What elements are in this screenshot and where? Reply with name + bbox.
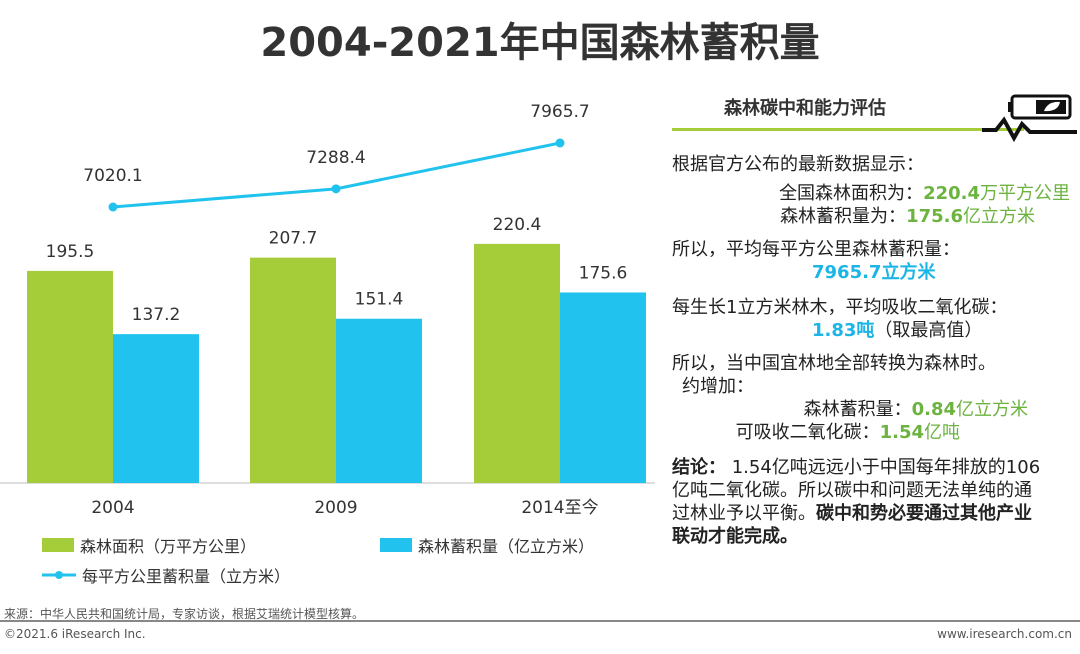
legend-swatch [380,538,412,552]
bar-stock [113,334,199,483]
bar-area [250,257,336,483]
legend-swatch [42,538,74,552]
x-tick-label: 2004 [91,498,134,518]
conclusion: 结论： 1.54亿吨远远小于中国每年排放的106亿吨二氧化碳。所以碳中和问题无法… [672,457,1041,547]
page-title: 2004-2021年中国森林蓄积量 [260,20,820,66]
bar-stock [560,292,646,483]
legend-item-stock: 森林蓄积量（亿立方米） [380,533,594,557]
bar-data-label: 175.6 [579,263,628,283]
line-data-label: 7288.4 [306,148,365,168]
intro-text: 根据官方公布的最新数据显示： [672,154,924,175]
bar-stock [336,318,422,483]
increase-label: 约增加： [682,376,754,397]
bar-data-label: 137.2 [132,305,181,325]
stock-line: 森林蓄积量为：175.6亿立方米 [780,206,1035,227]
legend-item-density: 每平方公里蓄积量（立方米） [42,563,290,587]
avg-label: 所以，平均每平方公里森林蓄积量： [672,239,960,260]
density-point [108,202,118,212]
website-link[interactable]: www.iresearch.com.cn [937,627,1072,641]
avg-value: 7965.7立方米 [812,262,936,283]
line-data-label: 7020.1 [83,166,142,186]
footer-divider [0,620,1080,622]
assessment-panel: 森林碳中和能力评估 根据官方公布的最新数据显示： 全国森林面积为：220.4万平… [672,90,1080,548]
legend-line-marker [42,571,76,579]
line-data-label: 7965.7 [530,102,589,122]
x-tick-label: 2014至今 [521,498,598,518]
chart: 195.5 137.2 2004 207.7 151.4 2009 220.4 175.6 20… [0,102,655,518]
panel-header: 森林碳中和能力评估 [672,90,1024,131]
legend-item-area: 森林面积（万平方公里） [42,533,256,557]
x-tick-label: 2009 [314,498,357,518]
inc-co2-line: 可吸收二氧化碳：1.54亿吨 [735,422,960,443]
area-line: 全国森林面积为：220.4万平方公里 [779,183,1070,204]
copyright: ©2021.6 iResearch Inc. [4,627,146,641]
bar-data-label: 207.7 [269,229,318,249]
density-point [331,184,341,194]
bar-data-label: 195.5 [46,242,95,262]
legend-label: 森林面积（万平方公里） [80,537,257,556]
bar-data-label: 151.4 [355,290,404,310]
density-point [555,138,565,148]
absorb-label: 每生长1立方米林木，平均吸收二氧化碳： [672,297,1008,318]
inc-stock-line: 森林蓄积量：0.84亿立方米 [803,399,1028,420]
source-note: 来源：中华人民共和国统计局，专家访谈，根据艾瑞统计模型核算。 [4,607,365,621]
absorb-value-line: 1.83吨（取最高值） [812,320,983,341]
legend-label: 森林蓄积量（亿立方米） [418,537,595,556]
battery-leaf-pulse-icon [982,94,1077,143]
legend-label: 每平方公里蓄积量（立方米） [82,567,291,586]
bar-data-label: 220.4 [493,215,542,235]
bar-area [474,243,560,483]
bar-area [27,270,113,483]
convert-label: 所以，当中国宜林地全部转换为森林时。 [672,353,996,374]
